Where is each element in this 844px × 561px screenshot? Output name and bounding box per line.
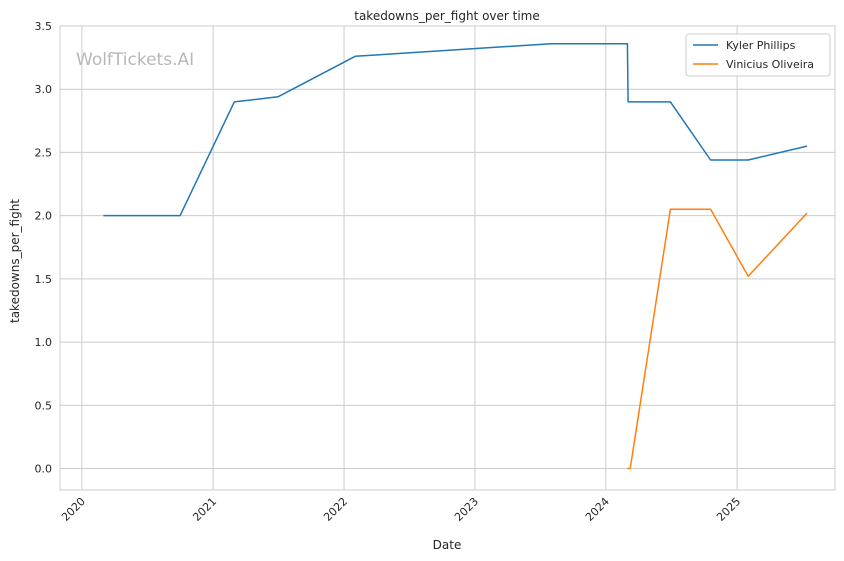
watermark: WolfTickets.AI xyxy=(76,50,194,70)
plot-frame xyxy=(59,25,836,491)
y-axis-label: takedowns_per_fight xyxy=(8,199,22,323)
legend-label-kyler-phillips: Kyler Phillips xyxy=(726,39,796,52)
y-tick-label: 1.0 xyxy=(35,336,53,349)
y-tick-label: 0.0 xyxy=(35,463,53,476)
y-tick-label: 0.5 xyxy=(35,399,53,412)
y-tick-label: 2.0 xyxy=(35,210,53,223)
y-tick-label: 1.5 xyxy=(35,273,53,286)
y-tick-label: 3.5 xyxy=(35,20,53,33)
legend-box xyxy=(685,33,831,77)
series-lines xyxy=(103,42,808,470)
y-tick-label: 2.5 xyxy=(35,146,53,159)
series-line-kyler-phillips xyxy=(103,42,808,217)
y-tick-label: 3.0 xyxy=(35,83,53,96)
legend: Kyler Phillips Vinicius Oliveira xyxy=(685,33,831,77)
chart-title: takedowns_per_fight over time xyxy=(354,9,540,23)
legend-label-vinicius-oliveira: Vinicius Oliveira xyxy=(726,58,814,71)
series-line-vinicius-oliveira xyxy=(627,208,808,470)
x-axis-label: Date xyxy=(433,538,462,552)
